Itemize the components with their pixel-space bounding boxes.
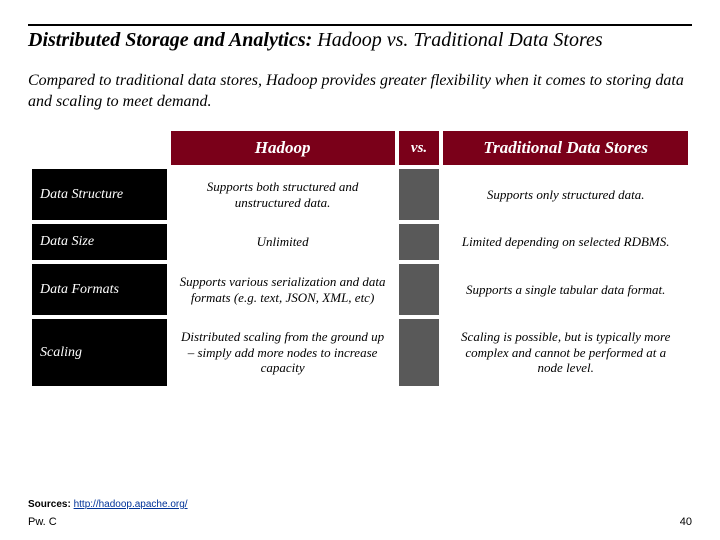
cell-vs bbox=[399, 224, 440, 260]
cell-hadoop: Supports both structured and unstructure… bbox=[171, 169, 395, 220]
header-vs: vs. bbox=[399, 131, 440, 166]
table-row: Data Size Unlimited Limited depending on… bbox=[32, 224, 688, 260]
comparison-table: Hadoop vs. Traditional Data Stores Data … bbox=[28, 127, 692, 390]
row-label: Scaling bbox=[32, 319, 167, 386]
title-rest: Hadoop vs. Traditional Data Stores bbox=[312, 29, 602, 51]
cell-vs bbox=[399, 264, 440, 315]
table-row: Data Formats Supports various serializat… bbox=[32, 264, 688, 315]
row-label: Data Structure bbox=[32, 169, 167, 220]
cell-traditional: Scaling is possible, but is typically mo… bbox=[443, 319, 688, 386]
table-row: Scaling Distributed scaling from the gro… bbox=[32, 319, 688, 386]
page-title: Distributed Storage and Analytics: Hadoo… bbox=[28, 28, 692, 53]
row-label: Data Formats bbox=[32, 264, 167, 315]
table-header-row: Hadoop vs. Traditional Data Stores bbox=[32, 131, 688, 166]
cell-hadoop: Distributed scaling from the ground up –… bbox=[171, 319, 395, 386]
header-hadoop: Hadoop bbox=[171, 131, 395, 166]
title-rule bbox=[28, 24, 692, 26]
header-traditional: Traditional Data Stores bbox=[443, 131, 688, 166]
cell-traditional: Supports only structured data. bbox=[443, 169, 688, 220]
cell-traditional: Supports a single tabular data format. bbox=[443, 264, 688, 315]
cell-vs bbox=[399, 319, 440, 386]
sources: Sources: http://hadoop.apache.org/ bbox=[28, 499, 188, 510]
page-number: 40 bbox=[680, 516, 692, 528]
sources-label: Sources: bbox=[28, 499, 74, 510]
table-row: Data Structure Supports both structured … bbox=[32, 169, 688, 220]
cell-hadoop: Supports various serialization and data … bbox=[171, 264, 395, 315]
title-bold: Distributed Storage and Analytics: bbox=[28, 29, 312, 51]
row-label: Data Size bbox=[32, 224, 167, 260]
sources-link[interactable]: http://hadoop.apache.org/ bbox=[74, 499, 188, 510]
cell-vs bbox=[399, 169, 440, 220]
cell-hadoop: Unlimited bbox=[171, 224, 395, 260]
cell-traditional: Limited depending on selected RDBMS. bbox=[443, 224, 688, 260]
footer-left: Pw. C bbox=[28, 516, 57, 528]
subtitle: Compared to traditional data stores, Had… bbox=[28, 71, 692, 113]
